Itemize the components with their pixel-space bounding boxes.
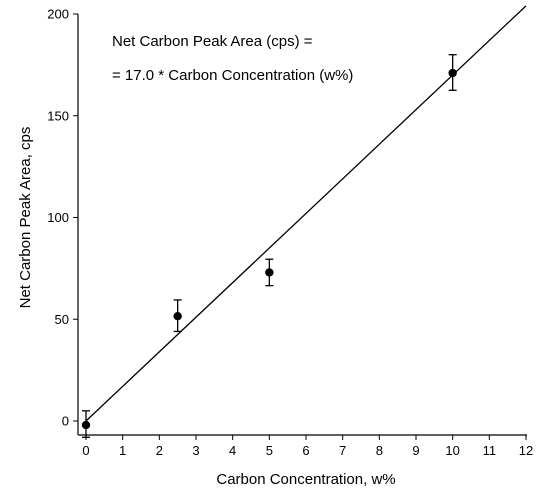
equation-line-2: = 17.0 * Carbon Concentration (w%) bbox=[112, 67, 353, 84]
x-tick-label: 2 bbox=[156, 443, 163, 458]
x-ticks: 0 1 2 3 4 5 6 7 8 9 10 11 12 bbox=[82, 435, 533, 458]
x-tick-label: 6 bbox=[302, 443, 309, 458]
x-axis-title: Carbon Concentration, w% bbox=[216, 471, 395, 488]
x-tick-label: 12 bbox=[519, 443, 533, 458]
data-point bbox=[265, 268, 274, 277]
x-tick-label: 11 bbox=[483, 443, 497, 458]
x-tick-label: 1 bbox=[119, 443, 126, 458]
error-bars bbox=[82, 54, 457, 438]
x-tick-label: 0 bbox=[82, 443, 89, 458]
y-tick-label: 200 bbox=[47, 7, 69, 22]
y-ticks: 0 50 100 150 200 bbox=[47, 7, 78, 429]
y-axis-title: Net Carbon Peak Area, cps bbox=[17, 127, 34, 309]
data-point bbox=[81, 420, 91, 430]
x-tick-label: 9 bbox=[412, 443, 419, 458]
x-tick-label: 5 bbox=[266, 443, 273, 458]
x-tick-label: 3 bbox=[192, 443, 199, 458]
x-tick-label: 10 bbox=[445, 443, 459, 458]
equation-line-1: Net Carbon Peak Area (cps) = bbox=[112, 33, 313, 50]
x-tick-label: 8 bbox=[376, 443, 383, 458]
data-points bbox=[81, 68, 457, 430]
y-tick-label: 150 bbox=[47, 108, 69, 123]
x-tick-label: 7 bbox=[339, 443, 346, 458]
y-tick-label: 50 bbox=[55, 312, 69, 327]
y-tick-label: 0 bbox=[62, 414, 69, 429]
y-tick-label: 100 bbox=[47, 210, 69, 225]
data-point bbox=[173, 311, 182, 321]
x-tick-label: 4 bbox=[229, 443, 236, 458]
data-point bbox=[448, 68, 457, 78]
